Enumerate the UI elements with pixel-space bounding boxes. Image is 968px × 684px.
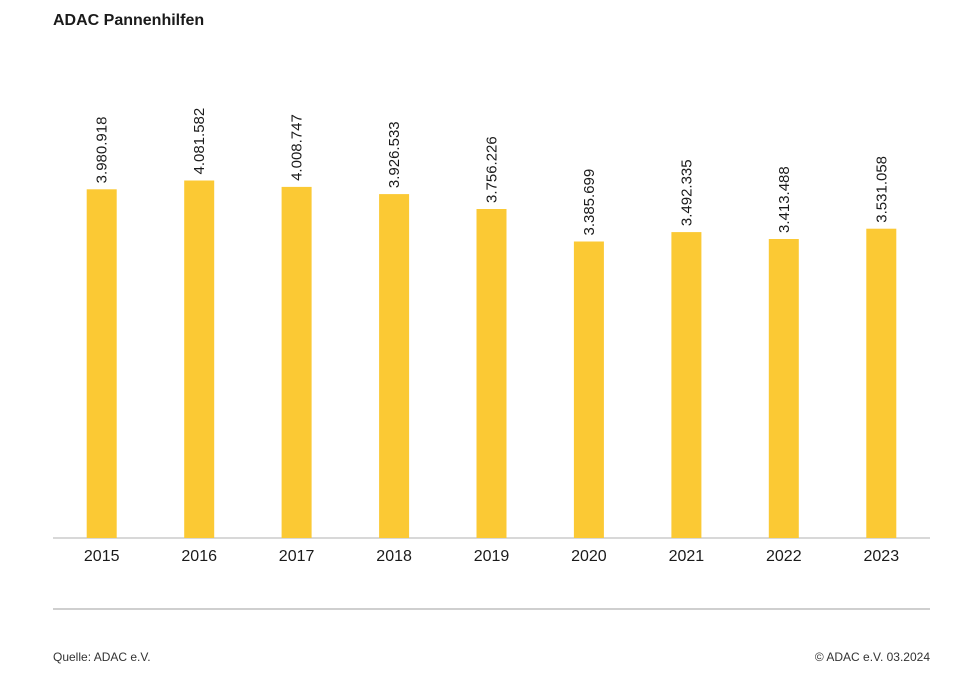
value-label-2021: 3.492.335 <box>678 159 695 226</box>
copyright-note: © ADAC e.V. 03.2024 <box>814 650 930 664</box>
bar-2020 <box>573 241 604 538</box>
bar-2017 <box>281 186 312 538</box>
value-label-2023: 3.531.058 <box>873 156 890 223</box>
x-tick-label-2023: 2023 <box>864 548 900 565</box>
tick-labels-group: 2015 2016 2017 2018 2019 2020 2021 2022 2023 <box>84 548 899 565</box>
x-tick-label-2020: 2020 <box>571 548 607 565</box>
value-label-2017: 4.008.747 <box>289 114 306 181</box>
value-label-2018: 3.926.533 <box>386 121 403 188</box>
x-tick-label-2022: 2022 <box>766 548 802 565</box>
bar-2023 <box>866 228 897 538</box>
x-tick-label-2018: 2018 <box>376 548 412 565</box>
bar-chart: 3.980.918 4.081.582 4.008.747 3.926.533 3.75… <box>53 108 930 565</box>
value-label-2022: 3.413.488 <box>776 166 793 233</box>
value-label-2015: 3.980.918 <box>94 117 111 184</box>
bar-2015 <box>86 189 117 539</box>
bar-2016 <box>184 180 215 538</box>
x-tick-label-2017: 2017 <box>279 548 315 565</box>
bar-2019 <box>476 209 507 538</box>
bar-2022 <box>768 239 799 538</box>
chart-title: ADAC Pannenhilfen <box>53 12 205 29</box>
x-tick-label-2021: 2021 <box>669 548 705 565</box>
bars-group <box>86 180 897 539</box>
value-label-2020: 3.385.699 <box>581 169 598 236</box>
bar-2018 <box>379 194 410 538</box>
x-tick-label-2019: 2019 <box>474 548 510 565</box>
value-label-2019: 3.756.226 <box>484 136 501 203</box>
footer-divider <box>53 608 930 610</box>
x-tick-label-2016: 2016 <box>181 548 217 565</box>
bar-2021 <box>671 232 702 538</box>
value-label-2016: 4.081.582 <box>191 108 208 175</box>
source-note: Quelle: ADAC e.V. <box>53 650 151 664</box>
value-labels-group: 3.980.918 4.081.582 4.008.747 3.926.533 3.75… <box>94 108 891 236</box>
x-tick-label-2015: 2015 <box>84 548 120 565</box>
